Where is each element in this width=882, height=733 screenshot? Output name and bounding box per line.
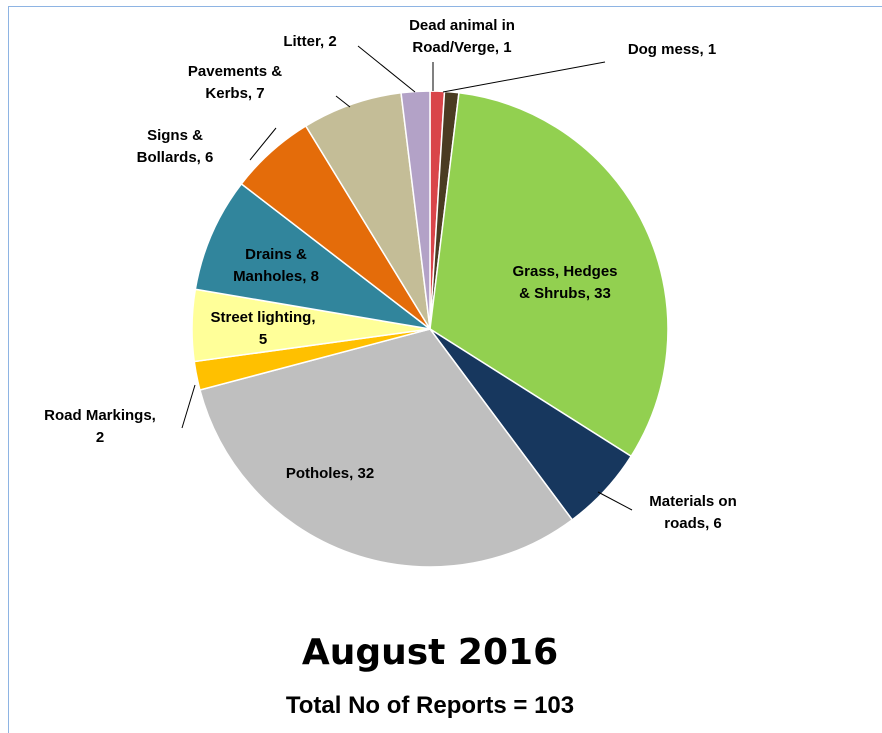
data-label-line: Street lighting, <box>211 309 316 326</box>
pie-slice <box>194 182 431 330</box>
data-label: Pavements & Kerbs, 7 <box>188 63 282 102</box>
data-label-line: Kerbs, 7 <box>205 85 264 102</box>
data-label: Dog mess, 1 <box>628 41 716 58</box>
leader-line <box>442 61 606 93</box>
data-label-line: 2 <box>96 429 104 446</box>
data-label-line: Drains & <box>245 246 307 263</box>
data-label: Potholes, 32 <box>286 465 374 482</box>
data-label-line: & Shrubs, 33 <box>519 285 611 302</box>
leader-line <box>181 384 196 429</box>
data-label: Grass, Hedges & Shrubs, 33 <box>512 263 617 302</box>
data-label-line: Litter, 2 <box>283 33 336 50</box>
data-label-line: Potholes, 32 <box>286 465 374 482</box>
data-label-line: 5 <box>259 331 267 348</box>
leader-line <box>357 45 416 93</box>
data-label-line: Pavements & <box>188 63 282 80</box>
data-label-line: Road/Verge, 1 <box>412 39 511 56</box>
data-label: Litter, 2 <box>283 33 336 50</box>
data-label: Road Markings, 2 <box>44 407 156 446</box>
pie: Dead animal in Road/Verge, 1 Dog mess, 1 Gr… <box>44 17 737 568</box>
leader-line <box>597 491 633 511</box>
data-label: Materials on roads, 6 <box>649 493 737 532</box>
pie-slice <box>429 91 669 458</box>
data-label-line: Signs & <box>147 127 203 144</box>
data-label-line: Materials on <box>649 493 737 510</box>
chart-title: August 2016 <box>302 632 558 673</box>
data-label: Drains & Manholes, 8 <box>233 246 319 285</box>
pie-slice <box>400 90 431 330</box>
data-label-line: Grass, Hedges <box>512 263 617 280</box>
data-label-line: Road Markings, <box>44 407 156 424</box>
leader-line <box>249 127 277 161</box>
data-label: Street lighting, 5 <box>211 309 316 348</box>
data-label-line: Dog mess, 1 <box>628 41 716 58</box>
data-label-line: Dead animal in <box>409 17 515 34</box>
leader-line <box>335 95 351 108</box>
data-label: Signs & Bollards, 6 <box>137 127 214 166</box>
data-label: Dead animal in Road/Verge, 1 <box>409 17 515 56</box>
data-label-line: Manholes, 8 <box>233 268 319 285</box>
data-label-line: Bollards, 6 <box>137 149 214 166</box>
chart-subtitle: Total No of Reports = 103 <box>286 692 574 719</box>
data-label-line: roads, 6 <box>664 515 722 532</box>
pie-slice <box>199 328 574 568</box>
